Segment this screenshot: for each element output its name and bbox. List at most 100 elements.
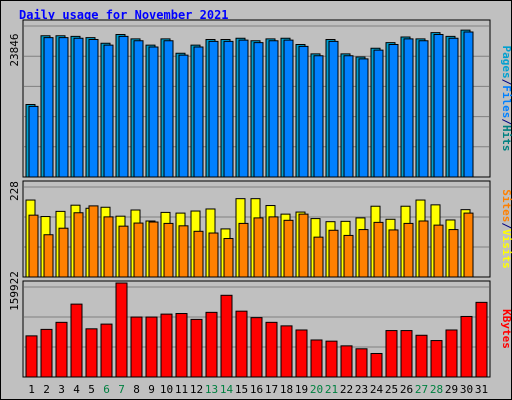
legend-part: Files xyxy=(500,85,512,118)
bar-sites-day-30 xyxy=(463,212,474,278)
bar-kbytes-day-1 xyxy=(25,335,38,378)
bar-sites-day-21 xyxy=(328,229,339,278)
x-tick-label: 29 xyxy=(445,383,458,396)
bar-files-day-24 xyxy=(373,49,384,178)
bar-files-day-10 xyxy=(163,40,174,178)
bar-files-day-2 xyxy=(43,37,54,178)
bar-files-day-14 xyxy=(223,40,234,178)
bar-files-day-15 xyxy=(238,39,249,178)
bar-files-day-12 xyxy=(193,46,204,178)
x-tick-label: 21 xyxy=(325,383,338,396)
bar-sites-day-15 xyxy=(238,222,249,278)
legend-part: / xyxy=(500,79,512,86)
x-tick-label: 27 xyxy=(415,383,428,396)
bar-sites-day-2 xyxy=(43,234,54,278)
bar-kbytes-day-31 xyxy=(475,301,488,378)
bar-kbytes-day-8 xyxy=(130,316,143,378)
bar-kbytes-day-12 xyxy=(190,318,203,378)
bar-files-day-3 xyxy=(58,37,69,178)
bar-sites-day-20 xyxy=(313,236,324,278)
bar-kbytes-day-19 xyxy=(295,329,308,378)
bar-files-day-28 xyxy=(433,33,444,178)
legend-part: Visits xyxy=(500,229,512,269)
bar-kbytes-day-18 xyxy=(280,325,293,378)
bar-kbytes-day-2 xyxy=(40,328,53,378)
bar-sites-day-5 xyxy=(88,205,99,278)
bar-sites-day-22 xyxy=(343,234,354,278)
bar-kbytes-day-4 xyxy=(70,303,83,378)
bar-files-day-23 xyxy=(358,58,369,178)
bar-kbytes-day-30 xyxy=(460,315,473,378)
bar-kbytes-day-17 xyxy=(265,321,278,378)
x-tick-label: 11 xyxy=(175,383,188,396)
x-tick-label: 10 xyxy=(160,383,173,396)
bar-files-day-7 xyxy=(118,35,129,178)
legend-part: Sites xyxy=(500,189,512,222)
x-tick-label: 13 xyxy=(205,383,218,396)
x-tick-label: 9 xyxy=(148,383,155,396)
bar-files-day-9 xyxy=(148,46,159,178)
bar-sites-day-9 xyxy=(148,221,159,278)
x-tick-label: 20 xyxy=(310,383,323,396)
bar-sites-day-12 xyxy=(193,230,204,278)
y-max-label: 228 xyxy=(8,181,21,201)
bar-sites-day-14 xyxy=(223,238,234,278)
bar-kbytes-day-20 xyxy=(310,339,323,378)
bar-kbytes-day-9 xyxy=(145,316,158,378)
bar-kbytes-day-11 xyxy=(175,313,188,378)
bar-files-day-21 xyxy=(328,40,339,178)
bar-sites-day-4 xyxy=(73,212,84,278)
bar-files-day-4 xyxy=(73,37,84,178)
bar-sites-day-1 xyxy=(28,214,39,278)
bar-kbytes-day-22 xyxy=(340,345,353,378)
x-tick-label: 18 xyxy=(280,383,293,396)
x-tick-label: 17 xyxy=(265,383,278,396)
x-tick-label: 8 xyxy=(133,383,140,396)
legend-label-bottom: KBytes xyxy=(500,309,512,349)
x-tick-label: 3 xyxy=(58,383,65,396)
bar-files-day-11 xyxy=(178,54,189,178)
bar-kbytes-day-13 xyxy=(205,311,218,378)
bar-kbytes-day-5 xyxy=(85,328,98,378)
bar-files-day-13 xyxy=(208,40,219,178)
bar-files-day-20 xyxy=(313,55,324,178)
legend-label-top: Pages/Files/Hits xyxy=(500,46,512,152)
legend-part: Pages xyxy=(500,46,512,79)
bar-kbytes-day-24 xyxy=(370,352,383,378)
bar-sites-day-27 xyxy=(418,220,429,278)
x-tick-label: 26 xyxy=(400,383,413,396)
bar-kbytes-day-14 xyxy=(220,294,233,378)
x-tick-label: 4 xyxy=(73,383,80,396)
bar-kbytes-day-26 xyxy=(400,330,413,378)
bar-kbytes-day-21 xyxy=(325,340,338,378)
bar-files-day-22 xyxy=(343,55,354,178)
legend-part: KBytes xyxy=(500,309,512,349)
bar-kbytes-day-27 xyxy=(415,334,428,378)
bar-files-day-16 xyxy=(253,42,264,178)
bar-files-day-26 xyxy=(403,38,414,178)
bar-files-day-19 xyxy=(298,45,309,178)
bar-kbytes-day-23 xyxy=(355,348,368,378)
bar-sites-day-8 xyxy=(133,222,144,278)
bar-files-day-1 xyxy=(28,105,39,178)
bar-sites-day-24 xyxy=(373,221,384,278)
x-tick-label: 24 xyxy=(370,383,384,396)
bar-kbytes-day-10 xyxy=(160,313,173,378)
bar-sites-day-28 xyxy=(433,224,444,278)
x-tick-label: 28 xyxy=(430,383,443,396)
x-tick-label: 23 xyxy=(355,383,368,396)
bar-files-day-25 xyxy=(388,43,399,178)
legend-label-middle: Sites/Visits xyxy=(500,189,512,269)
legend-part: / xyxy=(500,222,512,229)
bar-sites-day-29 xyxy=(448,229,459,278)
x-tick-label: 1 xyxy=(28,383,35,396)
x-tick-label: 31 xyxy=(475,383,488,396)
bar-kbytes-day-15 xyxy=(235,310,248,378)
bar-sites-day-23 xyxy=(358,229,369,278)
x-tick-label: 12 xyxy=(190,383,203,396)
legend-part: Hits xyxy=(500,125,512,152)
bar-sites-day-19 xyxy=(298,213,309,278)
bar-sites-day-3 xyxy=(58,227,69,278)
y-max-label: 159922 xyxy=(8,271,21,311)
